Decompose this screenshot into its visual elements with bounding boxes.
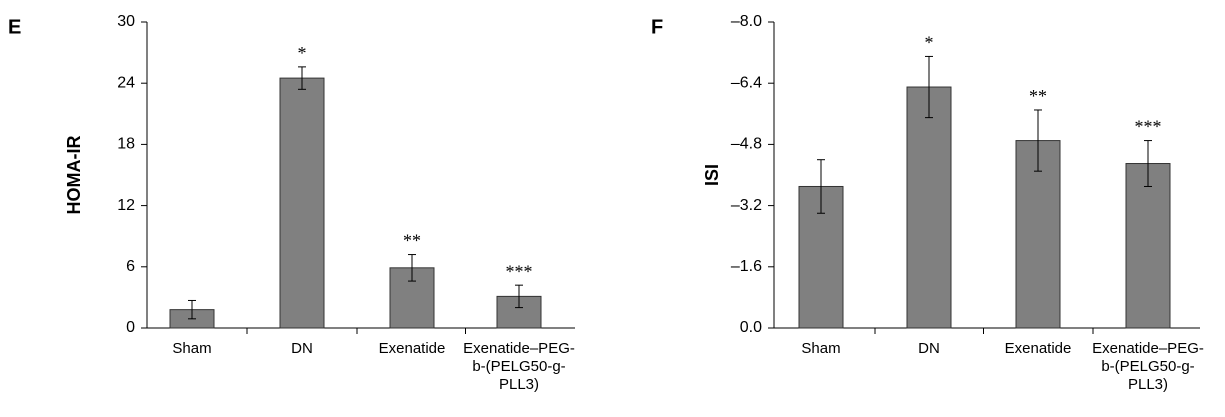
annotation: ** [403,231,421,251]
y-tick-label: 0 [126,319,135,336]
y-tick-label: 0.0 [740,319,762,336]
y-tick-label: 12 [117,197,135,214]
y-tick-label: 24 [117,74,135,91]
x-tick-label: Sham [801,340,841,357]
annotation: *** [506,261,533,281]
annotation: * [925,33,934,53]
x-label-box: Sham [172,340,212,357]
y-tick-label: –4.8 [731,136,762,153]
x-tick-label: Sham [172,340,212,357]
bar [1015,140,1061,329]
annotation: ** [1029,86,1047,106]
x-tick-label: Exenatide [1004,340,1072,357]
bar [1125,163,1171,329]
x-label-box: Exenatide [378,340,446,357]
y-axis-title: ISI [702,164,722,186]
x-tick-label: DN [291,340,313,357]
x-tick-label: Exenatide–PEG-b-(PELG50-g-PLL3) [463,340,575,393]
y-tick-label: 18 [117,136,135,153]
x-label-box: DN [918,340,940,357]
x-tick-label: Exenatide [378,340,446,357]
x-label-box: Sham [801,340,841,357]
y-tick-label: –6.4 [731,74,762,91]
x-label-box: Exenatide [1004,340,1072,357]
y-axis-title: HOMA-IR [64,136,84,215]
x-label-box: Exenatide–PEG-b-(PELG50-g-PLL3) [463,340,575,393]
annotation: *** [1135,117,1162,137]
panel-letter: E [8,16,21,38]
x-label-box: Exenatide–PEG-b-(PELG50-g-PLL3) [1092,340,1204,393]
panel-letter: F [651,16,663,38]
y-tick-label: –8.0 [731,13,762,30]
x-label-box: DN [291,340,313,357]
y-tick-label: 6 [126,258,135,275]
x-tick-label: DN [918,340,940,357]
x-tick-label: Exenatide–PEG-b-(PELG50-g-PLL3) [1092,340,1204,393]
y-tick-label: 30 [117,13,135,30]
bar [906,86,952,329]
y-tick-label: –1.6 [731,258,762,275]
bar [279,77,325,329]
annotation: * [298,43,307,63]
y-tick-label: –3.2 [731,197,762,214]
